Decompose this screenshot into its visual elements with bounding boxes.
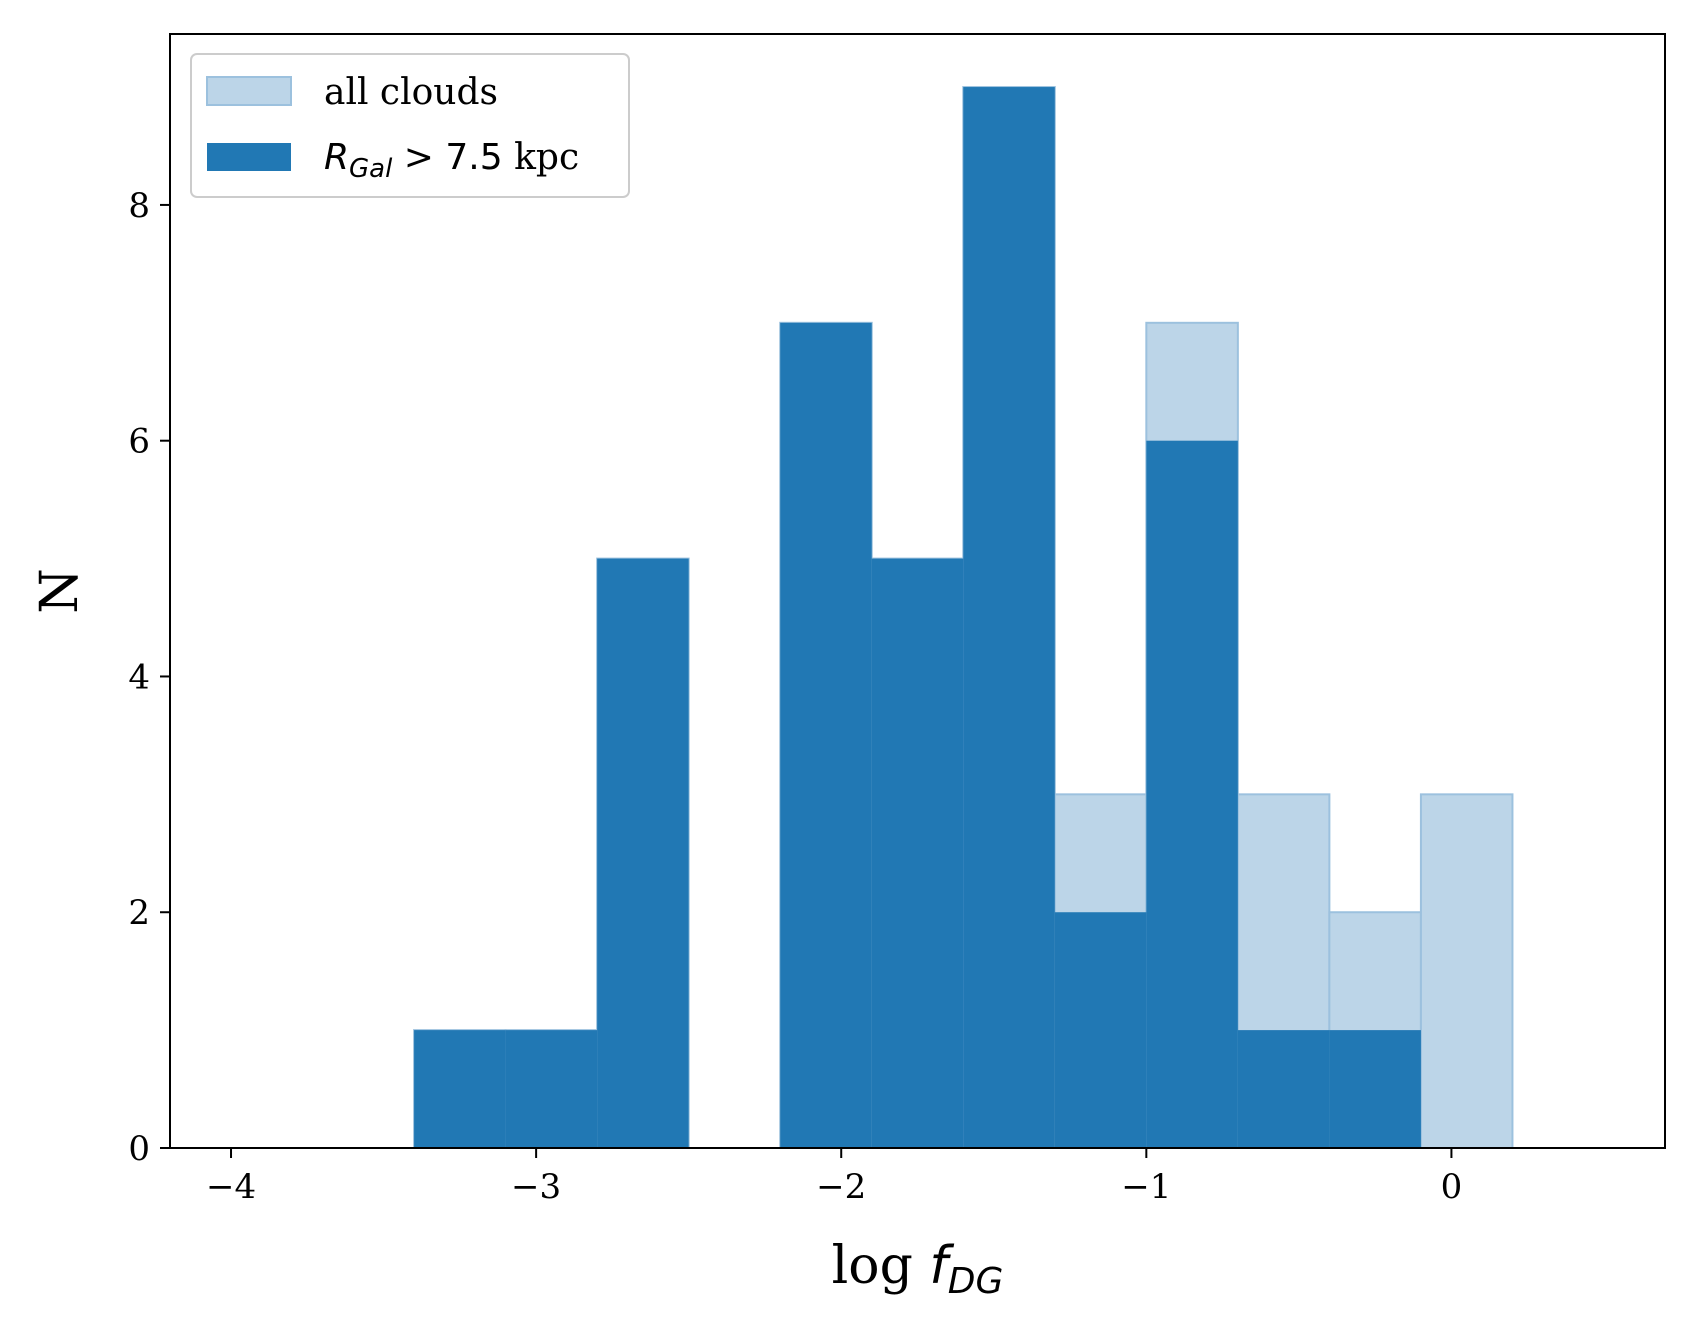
x-tick-label: −4 <box>206 1167 256 1207</box>
rgal-bar <box>1237 1030 1330 1148</box>
x-tick-label: 0 <box>1441 1167 1463 1207</box>
rgal-bar <box>1329 1030 1421 1148</box>
rgal-bar <box>597 558 689 1148</box>
legend-label-rgal: RGal > 7.5 kpc <box>324 137 579 184</box>
legend-swatch-all-clouds <box>206 76 292 106</box>
rgal-bar <box>780 322 872 1148</box>
legend: all clouds RGal > 7.5 kpc <box>190 53 630 198</box>
all-clouds-bar <box>1419 793 1514 1149</box>
rgal-bar <box>414 1030 506 1148</box>
x-axis-label-base: log <box>832 1236 930 1296</box>
legend-label-all-clouds: all clouds <box>324 72 498 113</box>
rgal-bar <box>963 87 1055 1149</box>
legend-rgal-relation: > 7.5 <box>392 137 502 178</box>
legend-rgal-unit: kpc <box>503 137 579 178</box>
x-tick-label: −2 <box>816 1167 866 1207</box>
rgal-bar <box>871 558 964 1148</box>
plot-frame <box>169 33 1666 1149</box>
y-tick-label: 2 <box>128 893 150 933</box>
y-tick-label: 8 <box>128 186 150 226</box>
y-tick-label: 4 <box>128 657 150 697</box>
x-tick-label: −3 <box>511 1167 561 1207</box>
x-axis-label-subscript: DG <box>948 1261 1004 1302</box>
y-tick-label: 6 <box>128 422 150 462</box>
rgal-bar <box>1054 912 1147 1148</box>
legend-swatch-rgal <box>207 143 291 171</box>
legend-box <box>190 53 630 198</box>
y-axis-ticks: 0 2 4 6 8 <box>128 186 170 1169</box>
legend-rgal-symbol: R <box>324 137 349 178</box>
y-tick-label: 0 <box>128 1129 150 1169</box>
rgal-bar <box>505 1030 598 1148</box>
legend-rgal-subscript: Gal <box>349 154 393 184</box>
rgal-bar <box>1146 440 1238 1148</box>
x-tick-label: −1 <box>1121 1167 1171 1207</box>
x-axis-ticks: −4 −3 −2 −1 0 <box>206 1148 1462 1207</box>
rgal-bars <box>414 87 1421 1149</box>
y-axis-label: N <box>30 568 90 614</box>
